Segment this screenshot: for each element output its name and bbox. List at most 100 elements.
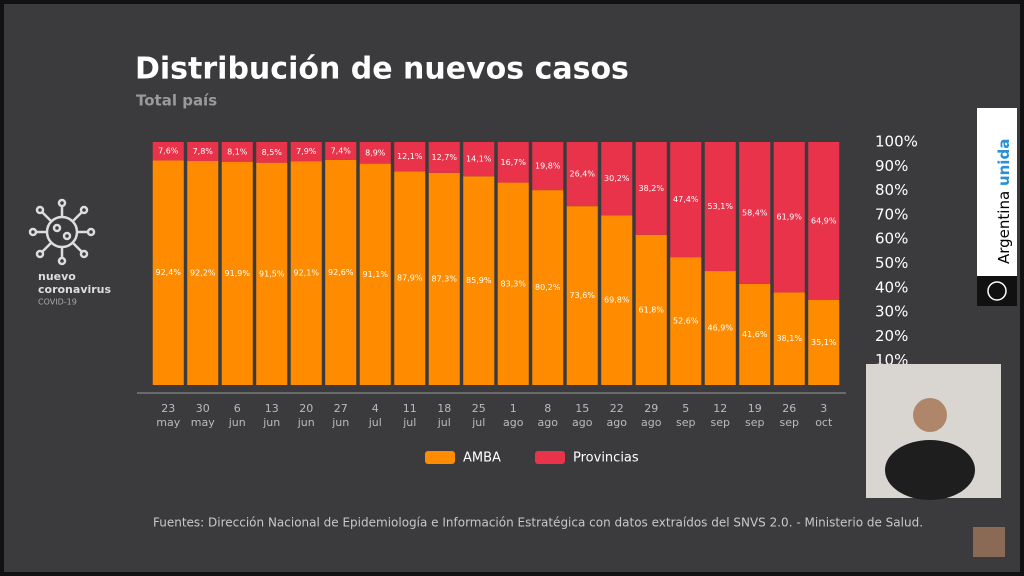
x-tick-label: 12: [713, 402, 727, 415]
y-tick-label: 60%: [875, 230, 908, 248]
bar-segment: [670, 142, 702, 258]
x-tick-label: 13: [265, 402, 279, 415]
footer: Fuentes: Dirección Nacional de Epidemiol…: [153, 516, 923, 530]
x-tick-label: sep: [745, 416, 764, 429]
bar-segment: [463, 176, 495, 385]
bar-segment: [152, 160, 184, 385]
brand-text: Argentina unida: [995, 139, 1013, 264]
bar-segment: [566, 206, 598, 385]
legend-label: AMBA: [463, 451, 501, 466]
interpreter-video: [866, 364, 1001, 500]
bar-segment: [187, 160, 219, 385]
brand-word: Argentina: [995, 191, 1013, 264]
x-tick-label: jun: [228, 416, 246, 429]
value-label: 30,2%: [604, 174, 630, 183]
x-tick-label: ago: [641, 416, 662, 429]
bar-segment: [601, 215, 633, 385]
x-tick-label: jun: [297, 416, 315, 429]
value-label: 38,2%: [639, 184, 665, 193]
x-tick-label: oct: [815, 416, 833, 429]
x-tick-label: jun: [331, 416, 349, 429]
x-tick-label: jul: [437, 416, 451, 429]
x-tick-label: ago: [572, 416, 593, 429]
virus-icon: [28, 198, 96, 266]
bar-segment: [808, 142, 840, 300]
bar-segment: [428, 142, 460, 173]
brand-word: unida: [995, 139, 1013, 186]
x-tick-label: may: [191, 416, 215, 429]
brand-panel: [977, 108, 1017, 306]
value-label: 38,1%: [777, 334, 803, 343]
bar-segment: [428, 172, 460, 385]
value-label: 69,8%: [604, 296, 630, 305]
x-tick-label: jul: [402, 416, 416, 429]
video-person: [913, 398, 947, 432]
x-tick-label: 8: [544, 402, 551, 415]
x-tick-label: sep: [676, 416, 695, 429]
x-tick-label: jul: [471, 416, 485, 429]
value-label: 92,1%: [294, 269, 320, 278]
legend-swatch: [535, 451, 565, 464]
y-tick-label: 90%: [875, 157, 908, 175]
value-label: 14,1%: [466, 155, 492, 164]
bar-segment: [704, 271, 736, 385]
value-label: 7,8%: [193, 147, 214, 156]
x-tick-label: jun: [262, 416, 280, 429]
bar-segment: [394, 171, 426, 385]
title: Distribución de nuevos casos: [135, 52, 629, 87]
x-tick-label: ago: [607, 416, 628, 429]
value-label: 47,4%: [673, 195, 699, 204]
logo-text: coronavirus: [38, 283, 112, 296]
bar-segment: [497, 182, 529, 385]
bar-segment: [256, 142, 288, 163]
bar-segment: [773, 292, 805, 385]
value-label: 12,7%: [432, 153, 458, 162]
bar-segment: [566, 142, 598, 207]
bar-segment: [808, 299, 840, 385]
value-label: 91,1%: [363, 270, 389, 279]
value-label: 91,5%: [259, 269, 285, 278]
value-label: 92,6%: [328, 268, 354, 277]
value-label: 7,6%: [158, 147, 179, 156]
x-tick-label: 23: [161, 402, 175, 415]
bar-segment: [532, 190, 564, 385]
bar-segment: [463, 142, 495, 177]
bar-segment: [670, 257, 702, 385]
y-tick-label: 70%: [875, 205, 908, 223]
bar-segment: [221, 142, 253, 162]
value-label: 87,3%: [432, 274, 458, 283]
value-label: 92,2%: [190, 268, 216, 277]
bar-segment: [635, 142, 667, 235]
x-tick-label: jul: [368, 416, 382, 429]
corner-image: [973, 527, 1005, 557]
x-tick-label: 1: [510, 402, 517, 415]
bar-segment: [394, 142, 426, 172]
y-tick-label: 80%: [875, 181, 908, 199]
bar-segment: [152, 142, 184, 161]
value-label: 85,9%: [466, 276, 492, 285]
bar-segment: [359, 142, 391, 164]
bar-segment: [635, 234, 667, 385]
value-label: 16,7%: [501, 158, 527, 167]
logo-text: nuevo: [38, 270, 76, 283]
x-tick-label: 18: [437, 402, 451, 415]
plot: 100%90%80%70%60%50%40%30%20%10%92,4%7,6%…: [137, 133, 918, 466]
value-label: 83,3%: [501, 279, 527, 288]
x-tick-label: 19: [748, 402, 762, 415]
value-label: 73,6%: [570, 291, 596, 300]
x-tick-label: sep: [711, 416, 730, 429]
y-tick-label: 40%: [875, 278, 908, 296]
x-tick-label: 27: [334, 402, 348, 415]
x-tick-label: 22: [610, 402, 624, 415]
legend-label: Provincias: [573, 451, 639, 466]
value-label: 53,1%: [708, 202, 734, 211]
bar-segment: [532, 142, 564, 191]
value-label: 80,2%: [535, 283, 561, 292]
brand-emblem: [977, 276, 1017, 306]
value-label: 92,4%: [156, 268, 182, 277]
bar-segment: [359, 163, 391, 385]
x-tick-label: 20: [299, 402, 313, 415]
bar-segment: [325, 142, 357, 160]
value-label: 19,8%: [535, 162, 561, 171]
